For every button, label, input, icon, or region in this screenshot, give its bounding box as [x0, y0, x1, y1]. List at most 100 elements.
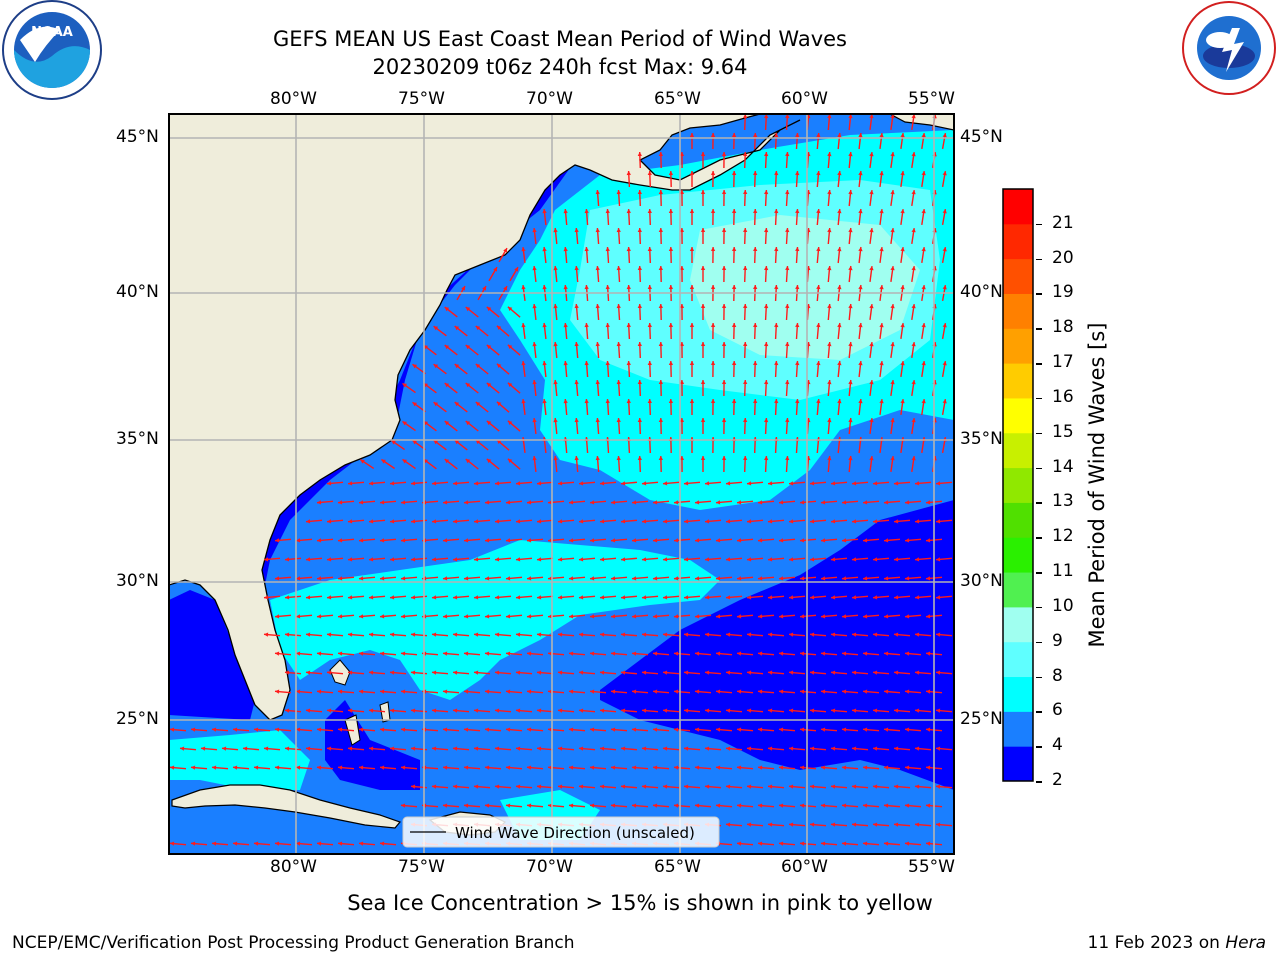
wind-arrow-head	[774, 361, 779, 366]
map-panel: Wind Wave Direction (unscaled)	[169, 114, 954, 854]
wind-arrow-head	[317, 500, 322, 505]
wind-arrow-head	[768, 481, 773, 486]
wind-arrow-head	[810, 595, 815, 600]
wind-arrow-head	[884, 841, 889, 846]
wind-arrow-head	[863, 538, 868, 543]
wind-arrow-head	[474, 784, 479, 789]
wind-arrow-head	[764, 418, 769, 423]
wind-arrow-head	[726, 746, 731, 751]
wind-arrow-head	[764, 152, 769, 157]
wind-arrow-head	[590, 803, 595, 808]
wind-arrow-head	[837, 399, 842, 404]
wind-arrow-head	[506, 538, 511, 543]
wind-arrow-head	[464, 614, 469, 619]
wind-arrow-head	[890, 456, 895, 461]
wind-arrow-head	[911, 152, 916, 157]
colorbar-tick-label: 15	[1052, 421, 1074, 442]
wind-arrow-head	[689, 133, 695, 137]
wind-arrow-head	[710, 247, 716, 251]
wind-arrow-head	[600, 670, 605, 675]
wind-arrow-head	[495, 595, 500, 600]
wind-arrow-head	[532, 380, 537, 385]
wind-arrow-head	[464, 803, 469, 808]
wind-arrow-head	[495, 519, 500, 524]
wind-arrow-head	[254, 765, 259, 770]
wind-arrow-head	[453, 595, 458, 600]
wind-arrow-head	[721, 228, 727, 232]
wind-arrow-head	[369, 557, 374, 562]
wind-arrow-head	[831, 519, 836, 524]
wind-arrow-head	[831, 746, 836, 751]
wind-arrow-head	[764, 456, 769, 461]
wind-arrow-head	[705, 481, 710, 486]
wind-arrow-head	[537, 595, 542, 600]
wind-arrow-head	[827, 266, 832, 271]
wind-arrow-head	[475, 364, 481, 369]
wind-arrow-head	[827, 152, 832, 157]
wind-arrow-head	[831, 708, 836, 713]
wind-arrow-head	[705, 708, 710, 713]
wind-arrow-head	[521, 361, 526, 366]
wind-arrow-head	[852, 670, 857, 675]
wind-arrow-head	[348, 519, 353, 524]
wind-arrow-head	[848, 190, 853, 195]
wind-arrow-head	[911, 228, 916, 233]
wind-arrow-head	[848, 418, 853, 423]
wind-arrow-head	[574, 266, 579, 271]
wind-arrow-head	[821, 500, 826, 505]
colorbar-swatch	[1003, 363, 1033, 399]
wind-arrow-head	[443, 500, 448, 505]
wind-arrow-head	[626, 399, 631, 404]
wind-arrow-head	[936, 708, 941, 713]
wind-arrow-head	[653, 765, 658, 770]
wind-arrow-head	[894, 784, 899, 789]
wind-arrow-head	[758, 689, 763, 694]
wind-arrow-head	[679, 418, 685, 422]
wind-arrow-head	[212, 765, 217, 770]
wind-arrow-head	[926, 500, 931, 505]
wind-arrow-head	[795, 285, 800, 290]
wind-arrow-head	[816, 247, 821, 252]
noaa-logo: NOAA	[2, 0, 102, 100]
colorbar-tick-label: 20	[1052, 247, 1074, 268]
wind-arrow-head	[444, 345, 450, 350]
wind-arrow-head	[915, 557, 920, 562]
nova-scotia-land	[889, 114, 954, 131]
wind-arrow-head	[695, 500, 700, 505]
wind-arrow-head	[390, 519, 395, 524]
wind-arrow-head	[821, 803, 826, 808]
wind-arrow-head	[758, 576, 763, 581]
wind-arrow-head	[506, 765, 511, 770]
wind-arrow-head	[795, 209, 800, 214]
wind-arrow-head	[710, 133, 716, 137]
wind-arrow-head	[768, 708, 773, 713]
wind-arrow-head	[464, 576, 469, 581]
wind-arrow-head	[653, 538, 658, 543]
pale-core	[690, 215, 920, 360]
colorbar-tick-mark	[1036, 641, 1042, 644]
wind-arrow-head	[590, 689, 595, 694]
wind-arrow-head	[390, 481, 395, 486]
wind-arrow-head	[915, 595, 920, 600]
wind-arrow-head	[873, 595, 878, 600]
wind-arrow-head	[858, 209, 863, 214]
wind-arrow-head	[584, 209, 589, 214]
wind-arrow-head	[942, 133, 947, 138]
wind-arrow-head	[390, 708, 395, 713]
wind-arrow-head	[170, 727, 175, 732]
wind-arrow-head	[731, 323, 737, 327]
wind-arrow-head	[679, 342, 685, 346]
wind-arrow-head	[548, 538, 553, 543]
wind-arrow-head	[616, 456, 621, 461]
wind-arrow-head	[779, 689, 784, 694]
wind-arrow-head	[848, 342, 853, 347]
wind-arrow-head	[726, 595, 731, 600]
wind-arrow-head	[890, 152, 895, 157]
wind-arrow-head	[621, 784, 626, 789]
wind-arrow-head	[900, 323, 905, 328]
wind-arrow-head	[432, 632, 437, 637]
wind-arrow-head	[317, 689, 322, 694]
wind-arrow-head	[548, 576, 553, 581]
wind-arrow-head	[632, 538, 637, 543]
wind-arrow-head	[689, 171, 695, 175]
